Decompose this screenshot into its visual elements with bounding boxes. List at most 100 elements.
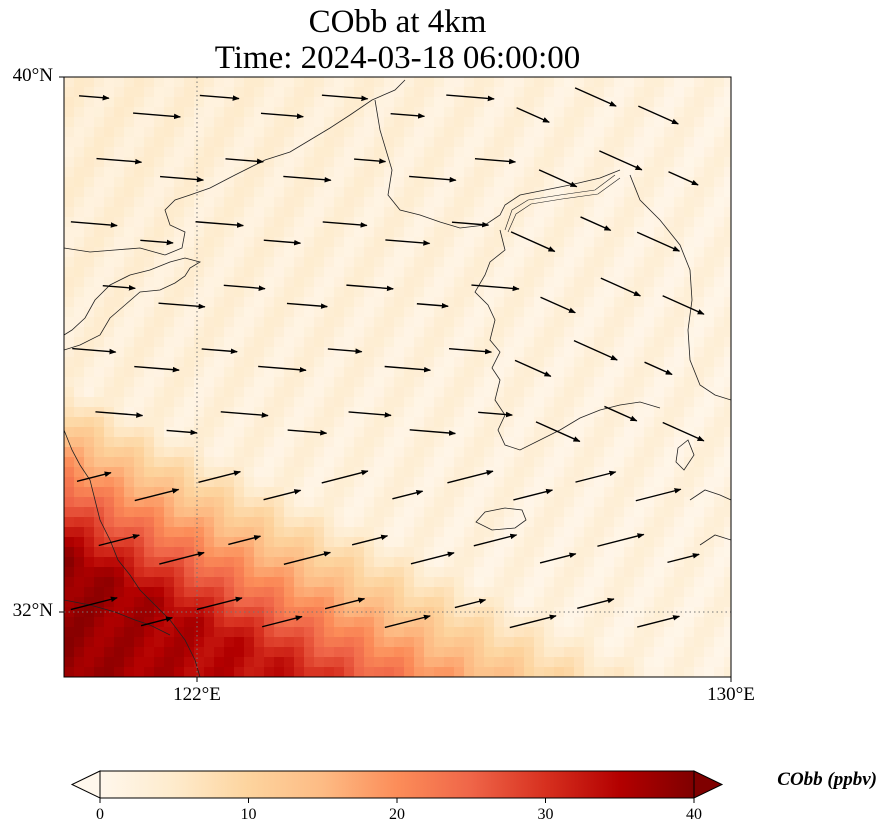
heatmap-cell (424, 77, 435, 88)
heatmap-cell (534, 127, 545, 138)
heatmap-cell (314, 337, 325, 348)
heatmap-cell (594, 307, 605, 318)
heatmap-cell (194, 157, 205, 168)
heatmap-cell (594, 567, 605, 578)
heatmap-cell (644, 247, 655, 258)
heatmap-cell (244, 557, 255, 568)
heatmap-cell (464, 647, 475, 658)
heatmap-cell (194, 187, 205, 198)
heatmap-cell (324, 437, 335, 448)
heatmap-cell (114, 177, 125, 188)
heatmap-cell (674, 207, 685, 218)
heatmap-cell (714, 467, 725, 478)
heatmap-cell (444, 617, 455, 628)
heatmap-cell (544, 377, 555, 388)
heatmap-cell (454, 287, 465, 298)
heatmap-cell (584, 257, 595, 268)
heatmap-cell (724, 407, 731, 418)
heatmap-cell (574, 577, 585, 588)
heatmap-cell (254, 567, 265, 578)
heatmap-cell (344, 567, 355, 578)
heatmap-cell (674, 337, 685, 348)
heatmap-cell (414, 157, 425, 168)
heatmap-cell (474, 207, 485, 218)
heatmap-cell (374, 257, 385, 268)
heatmap-cell (194, 387, 205, 398)
heatmap-cell (294, 317, 305, 328)
heatmap-cell (254, 77, 265, 88)
heatmap-cell (344, 187, 355, 198)
heatmap-cell (104, 527, 115, 538)
heatmap-cell (664, 267, 675, 278)
heatmap-cell (124, 137, 135, 148)
heatmap-cell (584, 407, 595, 418)
heatmap-cell (504, 507, 515, 518)
heatmap-cell (204, 527, 215, 538)
heatmap-cell (544, 527, 555, 538)
heatmap-cell (264, 137, 275, 148)
heatmap-cell (484, 507, 495, 518)
heatmap-cell (164, 197, 175, 208)
heatmap-cell (664, 87, 675, 98)
heatmap-cell (654, 487, 665, 498)
heatmap-cell (654, 547, 665, 558)
heatmap-cell (174, 307, 185, 318)
heatmap-cell (594, 267, 605, 278)
heatmap-cell (584, 427, 595, 438)
heatmap-cell (624, 167, 635, 178)
heatmap-cell (304, 217, 315, 228)
heatmap-cell (604, 637, 615, 648)
heatmap-cell (364, 637, 375, 648)
heatmap-cell (294, 347, 305, 358)
heatmap-cell (114, 497, 125, 508)
heatmap-cell (694, 97, 705, 108)
heatmap-cell (584, 437, 595, 448)
heatmap-cell (654, 507, 665, 518)
heatmap-cell (454, 417, 465, 428)
heatmap-cell (354, 547, 365, 558)
heatmap-cell (354, 347, 365, 358)
heatmap-cell (664, 197, 675, 208)
heatmap-cell (224, 497, 235, 508)
heatmap-cell (494, 667, 505, 677)
heatmap-cell (704, 377, 715, 388)
heatmap-cell (314, 597, 325, 608)
heatmap-cell (634, 337, 645, 348)
heatmap-cell (94, 127, 105, 138)
heatmap-cell (424, 307, 435, 318)
heatmap-cell (664, 277, 675, 288)
heatmap-cell (454, 427, 465, 438)
heatmap-cell (74, 517, 85, 528)
heatmap-cell (604, 237, 615, 248)
heatmap-cell (304, 497, 315, 508)
heatmap-cell (494, 117, 505, 128)
heatmap-cell (324, 107, 335, 118)
heatmap-cell (424, 497, 435, 508)
heatmap-cell (244, 547, 255, 558)
heatmap-cell (474, 167, 485, 178)
heatmap-cell (674, 577, 685, 588)
heatmap-cell (474, 177, 485, 188)
heatmap-cell (224, 597, 235, 608)
heatmap-cell (374, 157, 385, 168)
heatmap-cell (474, 87, 485, 98)
heatmap-cell (384, 577, 395, 588)
heatmap-cell (184, 107, 195, 118)
heatmap-cell (524, 257, 535, 268)
heatmap-cell (374, 127, 385, 138)
heatmap-cell (414, 667, 425, 677)
heatmap-cell (724, 497, 731, 508)
heatmap-cell (654, 377, 665, 388)
heatmap-cell (144, 437, 155, 448)
heatmap-cell (84, 637, 95, 648)
heatmap-cell (264, 597, 275, 608)
heatmap-cell (134, 497, 145, 508)
heatmap-cell (84, 647, 95, 658)
heatmap-cell (564, 337, 575, 348)
heatmap-cell (264, 637, 275, 648)
heatmap-cell (94, 427, 105, 438)
heatmap-cell (684, 407, 695, 418)
heatmap-cell (554, 157, 565, 168)
wind-vector-arrow (260, 112, 304, 119)
heatmap-cell (194, 177, 205, 188)
